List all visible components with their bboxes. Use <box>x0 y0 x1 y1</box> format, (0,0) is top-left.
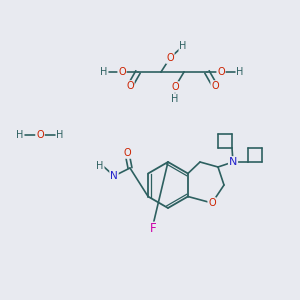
Text: O: O <box>171 82 179 92</box>
Text: H: H <box>171 94 179 104</box>
Text: O: O <box>166 53 174 63</box>
Text: O: O <box>211 81 219 91</box>
Text: H: H <box>16 130 24 140</box>
Text: F: F <box>150 223 156 236</box>
Text: N: N <box>110 171 118 181</box>
Text: O: O <box>126 81 134 91</box>
Text: O: O <box>118 67 126 77</box>
Text: O: O <box>217 67 225 77</box>
Text: H: H <box>179 41 187 51</box>
Text: H: H <box>96 161 104 171</box>
Text: H: H <box>56 130 64 140</box>
Text: N: N <box>229 157 237 167</box>
Text: H: H <box>236 67 244 77</box>
Text: O: O <box>123 148 131 158</box>
Text: O: O <box>36 130 44 140</box>
Text: O: O <box>208 198 216 208</box>
Text: H: H <box>100 67 108 77</box>
